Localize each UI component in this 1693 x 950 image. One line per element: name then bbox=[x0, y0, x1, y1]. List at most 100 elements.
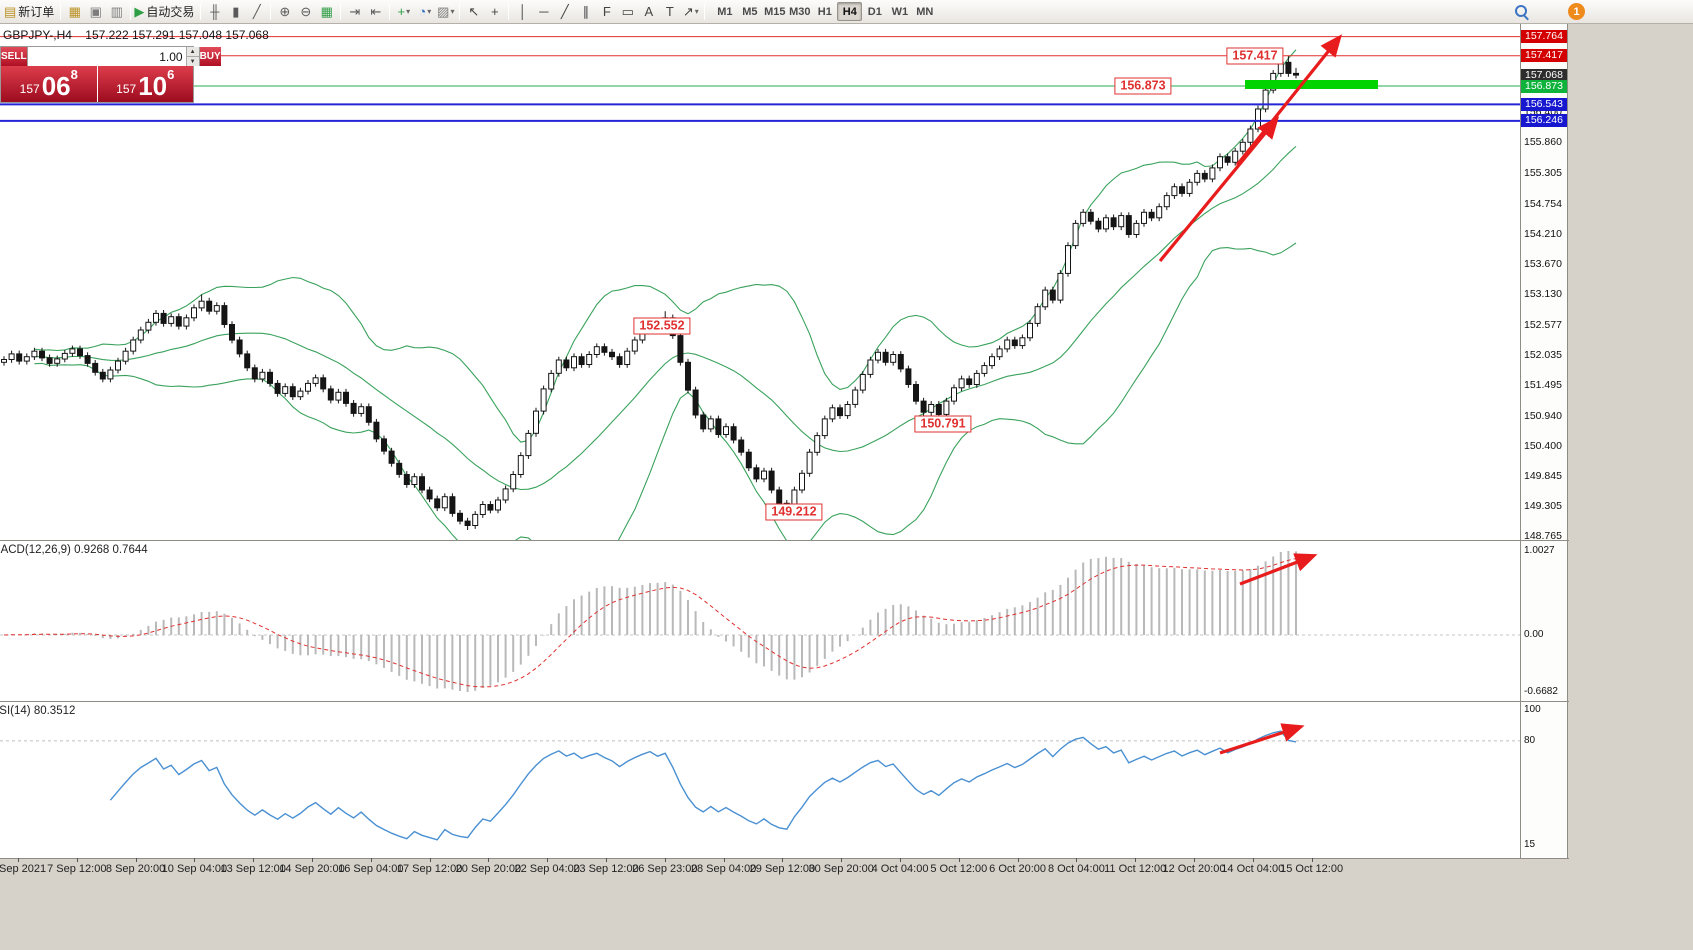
new-chart-button[interactable]: ▦ bbox=[64, 2, 85, 22]
buy-price-pips: 10 bbox=[138, 71, 168, 101]
timeframe-button-d1[interactable]: D1 bbox=[867, 5, 882, 18]
tile-windows-button[interactable]: ▦ bbox=[316, 2, 337, 22]
data-window-button[interactable]: ▥ bbox=[106, 2, 127, 22]
timeframe-button-w1[interactable]: W1 bbox=[891, 5, 909, 18]
zoom-in-button[interactable]: ⊕ bbox=[274, 2, 295, 22]
new-order-label: 新订单 bbox=[18, 5, 55, 19]
toolbar-separator bbox=[130, 3, 132, 20]
price-axis-label: 150.400 bbox=[1524, 439, 1562, 452]
price-axis-label: 155.305 bbox=[1524, 167, 1562, 180]
crosshair-button[interactable]: + bbox=[484, 2, 505, 22]
time-axis-label: 14 Sep 20:00 bbox=[279, 863, 345, 875]
tile-windows-icon: ▦ bbox=[320, 4, 333, 19]
time-axis-label: 20 Sep 20:00 bbox=[455, 863, 522, 875]
price-annotation[interactable]: 150.791 bbox=[914, 415, 972, 433]
indicators-button[interactable]: + ▾ bbox=[393, 2, 414, 22]
search-icon[interactable] bbox=[1514, 4, 1530, 20]
sell-price-figure: 157 bbox=[19, 82, 40, 96]
notification-badge[interactable]: 1 bbox=[1568, 3, 1585, 20]
time-axis-label: 23 Sep 12:00 bbox=[573, 863, 639, 875]
buy-button[interactable]: BUY bbox=[199, 47, 221, 66]
ohlc-values: 157.222 157.291 157.048 157.068 bbox=[85, 28, 269, 42]
text-label-icon: T bbox=[665, 4, 674, 19]
horizontal-line-icon: ─ bbox=[539, 4, 549, 19]
profiles-button[interactable]: ▣ bbox=[85, 2, 106, 22]
timeframe-button-mn[interactable]: MN bbox=[916, 5, 934, 18]
rsi-panel[interactable] bbox=[0, 702, 1520, 858]
volume-down-button[interactable]: ▼ bbox=[185, 56, 199, 66]
time-axis-label: 6 Oct 20:00 bbox=[989, 863, 1047, 875]
price-annotation[interactable]: 156.873 bbox=[1114, 77, 1172, 95]
time-axis-tick bbox=[76, 858, 78, 862]
channel-button[interactable]: ∥ bbox=[575, 2, 596, 22]
price-chart-panel[interactable] bbox=[0, 24, 1520, 540]
timeframe-button-m15[interactable]: M15 bbox=[764, 5, 786, 18]
auto-trading-icon: ▶ bbox=[134, 4, 145, 19]
line-chart-button[interactable]: ╱ bbox=[246, 2, 267, 22]
new-chart-icon: ▦ bbox=[68, 4, 81, 19]
panel-splitter-rsi[interactable] bbox=[0, 701, 1569, 702]
time-axis-label: 8 Oct 04:00 bbox=[1047, 863, 1105, 875]
timeframe-button-h4[interactable]: H4 bbox=[837, 2, 863, 21]
shapes-button[interactable]: ▭ bbox=[617, 2, 638, 22]
time-axis-tick bbox=[370, 858, 372, 862]
time-axis-tick bbox=[723, 858, 725, 862]
time-axis-label: 30 Sep 20:00 bbox=[808, 863, 874, 875]
buy-price-button[interactable]: 157 10 6 bbox=[97, 66, 193, 102]
price-annotation[interactable]: 157.417 bbox=[1226, 47, 1284, 65]
time-axis-tick bbox=[664, 858, 666, 862]
chart-shift-button[interactable]: ⇤ bbox=[365, 2, 386, 22]
timeframe-button-m1[interactable]: M1 bbox=[717, 5, 733, 18]
toolbar-separator bbox=[60, 3, 62, 20]
fibonacci-button[interactable]: F bbox=[596, 2, 617, 22]
vertical-line-icon: │ bbox=[518, 4, 527, 19]
sell-button[interactable]: SELL bbox=[1, 47, 27, 66]
time-axis-tick bbox=[1252, 858, 1254, 862]
time-axis-label: 11 Oct 12:00 bbox=[1104, 863, 1167, 875]
sell-price-button[interactable]: 157 06 8 bbox=[1, 66, 97, 102]
templates-button[interactable]: ▨ ▾ bbox=[435, 2, 456, 22]
time-axis-label: 7 Sep 12:00 bbox=[47, 863, 107, 875]
volume-up-button[interactable]: ▲ bbox=[185, 47, 199, 56]
arrows-button[interactable]: ↗ ▾ bbox=[680, 2, 701, 22]
periods-button[interactable]: ◔ ▾ bbox=[414, 2, 435, 22]
trendline-icon: ╱ bbox=[560, 4, 569, 19]
cursor-button[interactable]: ↖ bbox=[463, 2, 484, 22]
time-axis-tick bbox=[782, 858, 784, 862]
time-axis-tick bbox=[253, 858, 255, 862]
auto-scroll-button[interactable]: ⇥ bbox=[344, 2, 365, 22]
price-tag: 156.543 bbox=[1521, 97, 1567, 111]
time-axis-label: 15 Oct 12:00 bbox=[1280, 863, 1344, 875]
trendline-button[interactable]: ╱ bbox=[554, 2, 575, 22]
timeframe-button-m30[interactable]: M30 bbox=[789, 5, 811, 18]
price-tag: 156.246 bbox=[1521, 114, 1567, 128]
bar-chart-button[interactable]: ╫ bbox=[204, 2, 225, 22]
rsi-indicator-label: RSI(14) 80.3512 bbox=[0, 705, 76, 717]
text-label-button[interactable]: T bbox=[659, 2, 680, 22]
timeframe-button-m5[interactable]: M5 bbox=[742, 5, 758, 18]
auto-trading-label: 自动交易 bbox=[146, 5, 195, 19]
macd-panel[interactable] bbox=[0, 541, 1520, 701]
price-axis-label: 149.845 bbox=[1524, 470, 1562, 483]
price-axis-label: 149.305 bbox=[1524, 500, 1562, 513]
price-annotation[interactable]: 149.212 bbox=[765, 503, 823, 521]
new-order-button[interactable]: ▤ 新订单 bbox=[4, 2, 57, 22]
rsi-scale-label: 15 bbox=[1524, 839, 1536, 850]
candlestick-chart-button[interactable]: ▮ bbox=[225, 2, 246, 22]
time-axis-tick bbox=[488, 858, 490, 862]
time-axis-tick bbox=[135, 858, 137, 862]
timeframe-toolbar: M1 M5 M15 M30 H1 H4 D1 W1 MN bbox=[712, 2, 937, 21]
horizontal-line-button[interactable]: ─ bbox=[533, 2, 554, 22]
rsi-scale-label: 80 bbox=[1524, 735, 1536, 746]
price-annotation[interactable]: 152.552 bbox=[633, 317, 691, 335]
panel-splitter-macd[interactable] bbox=[0, 540, 1569, 541]
volume-input[interactable] bbox=[27, 47, 186, 66]
text-button[interactable]: A bbox=[638, 2, 659, 22]
auto-trading-button[interactable]: ▶ 自动交易 bbox=[134, 2, 197, 22]
timeframe-button-h1[interactable]: H1 bbox=[817, 5, 832, 18]
time-axis-label: 3 Sep 2021 bbox=[0, 863, 47, 875]
time-axis-label: 10 Sep 04:00 bbox=[161, 863, 228, 875]
vertical-line-button[interactable]: │ bbox=[512, 2, 533, 22]
zoom-out-button[interactable]: ⊖ bbox=[295, 2, 316, 22]
